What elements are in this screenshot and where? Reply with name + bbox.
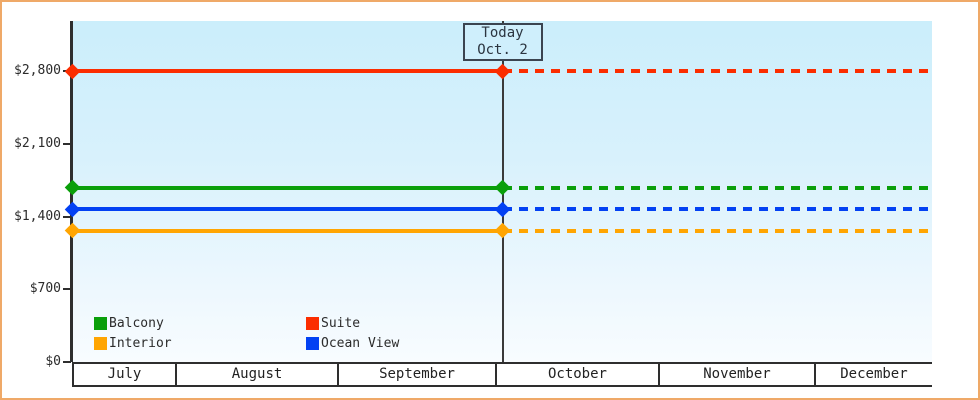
legend: Balcony Suite Interior Ocean View [94, 316, 399, 351]
series-line-balcony [64, 179, 932, 196]
legend-item-ocean-view: Ocean View [306, 336, 399, 351]
month-cell-july: July [72, 364, 175, 385]
month-cell-october: October [495, 364, 658, 385]
legend-item-interior: Interior [94, 336, 306, 351]
legend-label: Balcony [109, 316, 164, 331]
interior-today-marker-icon [494, 222, 510, 239]
series-solid-segment [73, 228, 503, 233]
series-line-interior [64, 222, 932, 239]
legend-label: Interior [109, 336, 172, 351]
y-axis-tick [63, 361, 71, 363]
x-axis-month-band: July August September October November Decemb… [72, 362, 932, 387]
today-annotation-line2: Oct. 2 [477, 42, 528, 58]
balcony-today-marker-icon [494, 179, 510, 196]
y-axis-tick-label: $700 [29, 281, 61, 297]
series-solid-segment [73, 185, 503, 190]
legend-item-balcony: Balcony [94, 316, 306, 331]
legend-swatch-icon [306, 317, 319, 330]
month-cell-december: December [813, 364, 932, 385]
plot-area: Today Oct. 2 Balcony Suite Interior Ocean V… [64, 21, 932, 362]
month-cell-september: September [337, 364, 495, 385]
legend-item-suite: Suite [306, 316, 399, 331]
interior-start-marker-icon [64, 222, 81, 239]
y-axis-tick-label: $0 [45, 354, 61, 369]
y-axis-tick-label: $1,400 [14, 208, 61, 224]
suite-start-marker-icon [64, 63, 81, 79]
today-annotation-box: Today Oct. 2 [462, 23, 543, 61]
ocean-view-today-marker-icon [494, 201, 510, 218]
legend-label: Ocean View [321, 336, 400, 351]
legend-label: Suite [321, 316, 361, 331]
series-line-ocean-view [64, 201, 932, 218]
series-solid-segment [73, 207, 503, 212]
y-axis-tick [63, 215, 71, 218]
series-line-suite [64, 63, 932, 79]
balcony-start-marker-icon [64, 179, 81, 196]
series-dashed-segment [502, 228, 932, 233]
series-solid-segment [73, 69, 503, 74]
month-cell-august: August [175, 364, 337, 385]
legend-swatch-icon [94, 317, 107, 330]
y-axis-tick [63, 288, 71, 291]
series-dashed-segment [502, 207, 932, 212]
legend-swatch-icon [306, 337, 319, 350]
suite-today-marker-icon [494, 63, 510, 79]
today-annotation-line1: Today [481, 25, 524, 41]
y-axis-tick-label: $2,100 [14, 135, 61, 151]
month-cell-november: November [657, 364, 814, 385]
legend-swatch-icon [94, 337, 107, 350]
y-axis-tick-label: $2,800 [14, 63, 61, 79]
y-axis-tick [63, 142, 71, 145]
series-dashed-segment [502, 69, 932, 74]
series-dashed-segment [502, 185, 932, 190]
